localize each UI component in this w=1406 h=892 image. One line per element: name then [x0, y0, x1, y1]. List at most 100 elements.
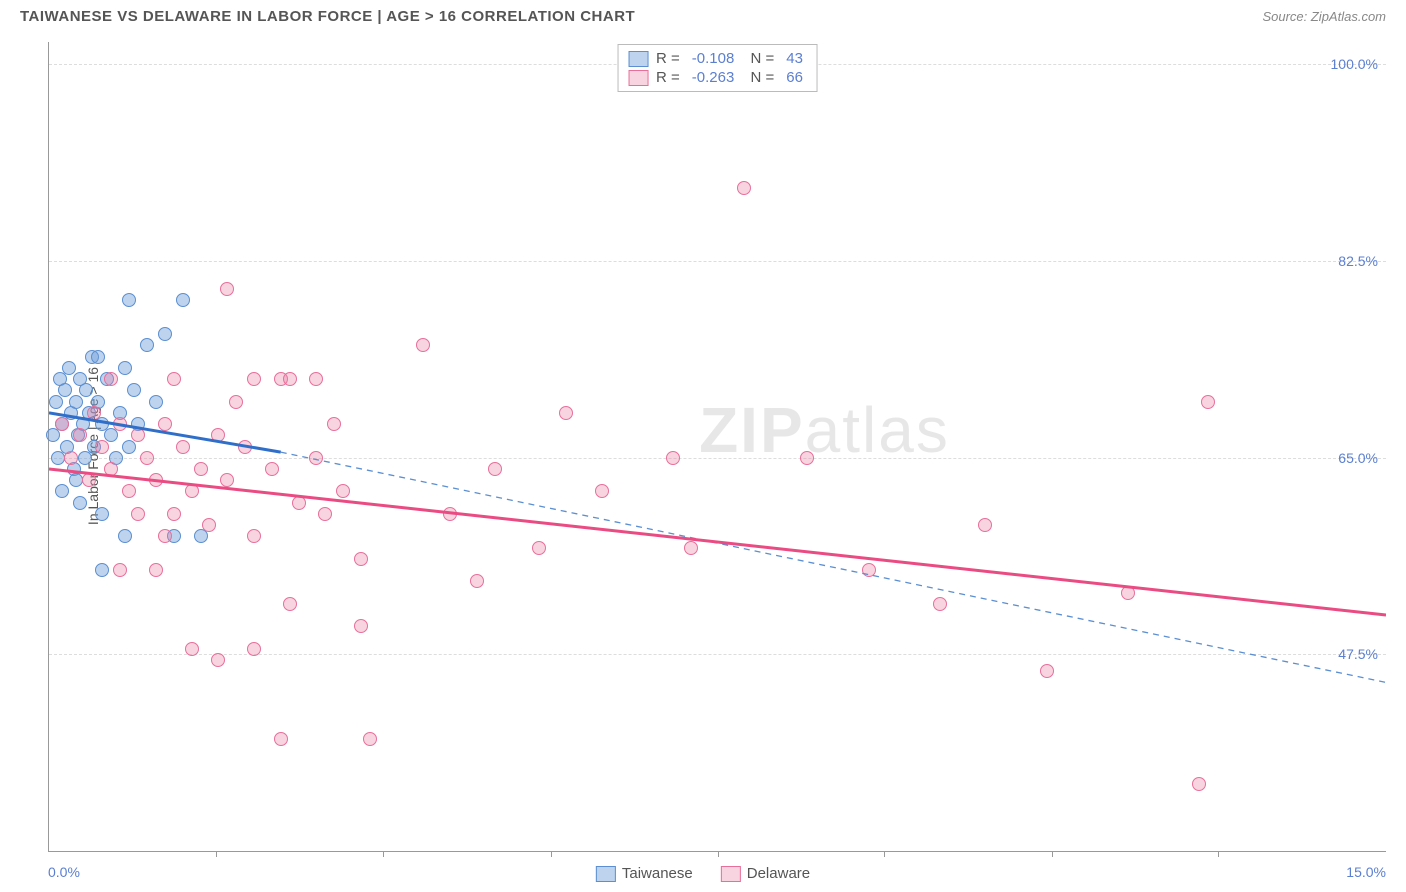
- data-point: [62, 361, 76, 375]
- gridline: [49, 458, 1386, 459]
- data-point: [104, 462, 118, 476]
- data-point: [91, 350, 105, 364]
- data-point: [140, 338, 154, 352]
- y-tick-label: 47.5%: [1338, 646, 1378, 662]
- r-value-delaware: -0.263: [692, 69, 735, 86]
- data-point: [95, 507, 109, 521]
- legend-label: Delaware: [747, 865, 810, 882]
- data-point: [131, 428, 145, 442]
- chart-header: TAIWANESE VS DELAWARE IN LABOR FORCE | A…: [0, 0, 1406, 29]
- legend-item-taiwanese: Taiwanese: [596, 865, 693, 882]
- data-point: [69, 395, 83, 409]
- data-point: [51, 451, 65, 465]
- watermark: ZIPatlas: [699, 393, 950, 467]
- data-point: [69, 473, 83, 487]
- data-point: [49, 395, 63, 409]
- data-point: [73, 428, 87, 442]
- correlation-legend: R = -0.108 N = 43 R = -0.263 N = 66: [617, 44, 818, 92]
- data-point: [78, 451, 92, 465]
- data-point: [862, 563, 876, 577]
- data-point: [194, 529, 208, 543]
- data-point: [354, 619, 368, 633]
- data-point: [185, 642, 199, 656]
- data-point: [559, 406, 573, 420]
- series-legend: Taiwanese Delaware: [596, 865, 810, 882]
- legend-swatch-icon: [596, 866, 616, 882]
- data-point: [149, 563, 163, 577]
- x-tick: [1052, 851, 1053, 857]
- data-point: [176, 293, 190, 307]
- data-point: [131, 507, 145, 521]
- n-value-taiwanese: 43: [786, 50, 803, 67]
- data-point: [238, 440, 252, 454]
- data-point: [55, 484, 69, 498]
- data-point: [158, 417, 172, 431]
- x-tick: [1218, 851, 1219, 857]
- scatter-chart: ZIPatlas R = -0.108 N = 43 R = -0.263 N …: [48, 42, 1386, 852]
- data-point: [1201, 395, 1215, 409]
- data-point: [122, 484, 136, 498]
- r-value-taiwanese: -0.108: [692, 50, 735, 67]
- data-point: [229, 395, 243, 409]
- data-point: [82, 473, 96, 487]
- data-point: [737, 181, 751, 195]
- data-point: [202, 518, 216, 532]
- data-point: [211, 428, 225, 442]
- data-point: [113, 417, 127, 431]
- data-point: [140, 451, 154, 465]
- y-tick-label: 82.5%: [1338, 253, 1378, 269]
- x-axis-max-label: 15.0%: [1346, 864, 1386, 880]
- data-point: [595, 484, 609, 498]
- data-point: [416, 338, 430, 352]
- data-point: [978, 518, 992, 532]
- legend-swatch-delaware: [628, 70, 648, 86]
- data-point: [265, 462, 279, 476]
- legend-row-taiwanese: R = -0.108 N = 43: [628, 49, 807, 68]
- data-point: [443, 507, 457, 521]
- data-point: [73, 496, 87, 510]
- data-point: [95, 440, 109, 454]
- data-point: [220, 473, 234, 487]
- data-point: [64, 451, 78, 465]
- data-point: [363, 732, 377, 746]
- legend-label: Taiwanese: [622, 865, 693, 882]
- data-point: [354, 552, 368, 566]
- data-point: [309, 451, 323, 465]
- data-point: [122, 440, 136, 454]
- data-point: [149, 395, 163, 409]
- data-point: [185, 484, 199, 498]
- data-point: [211, 653, 225, 667]
- data-point: [118, 361, 132, 375]
- data-point: [87, 406, 101, 420]
- chart-source: Source: ZipAtlas.com: [1262, 9, 1386, 24]
- data-point: [167, 507, 181, 521]
- legend-swatch-icon: [721, 866, 741, 882]
- x-tick: [551, 851, 552, 857]
- data-point: [933, 597, 947, 611]
- data-point: [247, 642, 261, 656]
- data-point: [1121, 586, 1135, 600]
- data-point: [684, 541, 698, 555]
- data-point: [800, 451, 814, 465]
- x-tick: [216, 851, 217, 857]
- data-point: [158, 327, 172, 341]
- data-point: [220, 282, 234, 296]
- data-point: [1040, 664, 1054, 678]
- data-point: [46, 428, 60, 442]
- chart-title: TAIWANESE VS DELAWARE IN LABOR FORCE | A…: [20, 8, 635, 25]
- gridline: [49, 261, 1386, 262]
- legend-row-delaware: R = -0.263 N = 66: [628, 68, 807, 87]
- data-point: [122, 293, 136, 307]
- data-point: [470, 574, 484, 588]
- y-tick-label: 65.0%: [1338, 450, 1378, 466]
- data-point: [149, 473, 163, 487]
- data-point: [58, 383, 72, 397]
- data-point: [167, 372, 181, 386]
- data-point: [79, 383, 93, 397]
- data-point: [283, 372, 297, 386]
- data-point: [158, 529, 172, 543]
- data-point: [55, 417, 69, 431]
- data-point: [127, 383, 141, 397]
- data-point: [104, 372, 118, 386]
- x-axis-min-label: 0.0%: [48, 864, 80, 880]
